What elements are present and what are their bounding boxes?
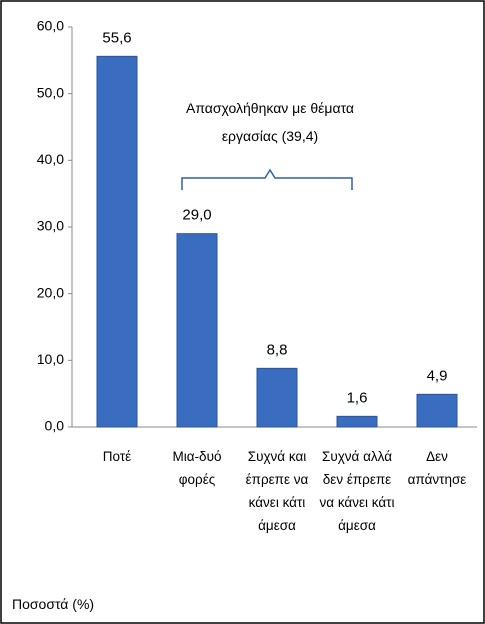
value-label: 29,0	[182, 207, 211, 224]
y-tick-label: 20,0	[37, 284, 64, 300]
annotation: Απασχολήθηκαν με θέματα εργασίας (39,4)	[185, 100, 354, 144]
brace	[181, 168, 353, 190]
x-tick-label: Συχνά αλλά δεν έπρεπε να κάνει κάτι άμεσ…	[319, 449, 395, 533]
value-label: 4,9	[427, 367, 448, 384]
y-tick-label: 0,0	[45, 418, 65, 434]
x-tick-label: Συχνά και έπρεπε να κάνει κάτι άμεσα	[245, 449, 309, 533]
x-tick-label: Ποτέ	[102, 449, 132, 464]
value-label: 55,6	[102, 29, 131, 46]
bar	[96, 55, 138, 428]
y-tick-label: 50,0	[37, 84, 64, 100]
value-label: 1,6	[347, 389, 368, 406]
axis-label: Ποσοστά (%)	[12, 596, 95, 612]
bar	[416, 393, 458, 428]
y-tick-label: 30,0	[37, 218, 64, 234]
x-tick-label: Δεν απάντησε	[407, 449, 467, 487]
y-tick-label: 60,0	[37, 18, 64, 34]
bar	[176, 233, 218, 428]
bar	[256, 367, 298, 428]
y-tick-label: 10,0	[37, 351, 64, 367]
x-tick-label: Μια-δυό φορές	[172, 449, 222, 487]
bar	[336, 415, 378, 428]
value-label: 8,8	[267, 341, 288, 358]
y-tick-label: 40,0	[37, 151, 64, 167]
